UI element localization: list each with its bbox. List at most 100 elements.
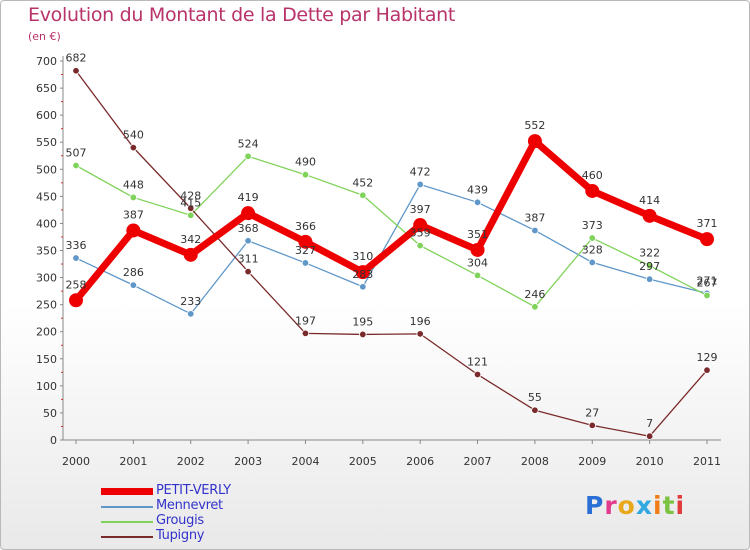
- data-point-petit-verly: [470, 242, 485, 257]
- data-point-tupigny: [359, 330, 367, 339]
- x-tick-label: 2006: [406, 455, 434, 468]
- data-label-mennevret: 283: [352, 268, 373, 281]
- x-tick-label: 2002: [177, 455, 205, 468]
- legend-label: Tupigny: [156, 528, 205, 543]
- data-label-grougis: 490: [295, 156, 316, 169]
- data-point-tupigny: [72, 67, 80, 75]
- data-label-mennevret: 233: [180, 295, 201, 308]
- legend-label: Mennevret: [156, 498, 223, 513]
- data-point-petit-verly: [527, 134, 542, 149]
- y-tick-label: 150: [36, 353, 57, 366]
- data-label-grougis: 246: [524, 288, 545, 301]
- series-line-mennevret: [75, 183, 708, 315]
- legend-swatch: [101, 506, 153, 508]
- data-point-grougis: [416, 241, 424, 250]
- data-label-petit-verly: 258: [66, 278, 87, 291]
- series-line-tupigny: [75, 70, 708, 437]
- y-tick-label: 700: [36, 55, 57, 68]
- x-tick-label: 2001: [119, 455, 147, 468]
- legend-label: Grougis: [156, 513, 204, 528]
- data-label-grougis: 359: [410, 227, 431, 240]
- data-point-grougis: [244, 152, 252, 160]
- y-tick-label: 50: [43, 407, 57, 420]
- data-label-grougis: 524: [238, 137, 259, 150]
- logo-letter: i: [653, 491, 663, 520]
- data-label-tupigny: 129: [697, 351, 718, 364]
- data-point-petit-verly: [413, 218, 428, 233]
- data-point-mennevret: [301, 259, 310, 267]
- data-point-tupigny: [531, 406, 539, 414]
- chart-title: Evolution du Montant de la Dette par Hab…: [28, 4, 456, 26]
- data-label-petit-verly: 397: [410, 203, 431, 216]
- data-label-petit-verly: 366: [295, 220, 316, 233]
- logo-letter: x: [635, 491, 653, 520]
- data-point-petit-verly: [69, 293, 83, 308]
- data-label-mennevret: 368: [238, 222, 259, 235]
- data-label-grougis: 452: [352, 176, 373, 189]
- data-label-mennevret: 328: [582, 243, 603, 256]
- data-point-mennevret: [473, 198, 482, 207]
- x-tick-label: 2008: [521, 455, 549, 468]
- data-label-tupigny: 540: [123, 129, 144, 142]
- data-point-grougis: [129, 193, 138, 202]
- proxiti-logo: Proxiti: [585, 491, 685, 520]
- data-point-mennevret: [187, 310, 195, 318]
- data-label-grougis: 322: [639, 247, 660, 260]
- x-tick-label: 2005: [349, 455, 377, 468]
- data-point-tupigny: [703, 366, 711, 374]
- data-point-tupigny: [416, 330, 424, 338]
- data-point-grougis: [301, 170, 310, 179]
- data-label-mennevret: 297: [639, 260, 660, 273]
- data-point-mennevret: [531, 226, 539, 235]
- legend-swatch: [101, 521, 153, 523]
- data-point-tupigny: [301, 329, 310, 338]
- x-tick-label: 2010: [636, 455, 664, 468]
- data-point-mennevret: [359, 283, 367, 291]
- data-point-grougis: [359, 191, 367, 199]
- data-point-grougis: [473, 271, 482, 280]
- data-label-grougis: 267: [697, 276, 718, 289]
- data-point-tupigny: [187, 204, 195, 212]
- data-label-mennevret: 327: [295, 244, 316, 257]
- data-point-petit-verly: [585, 183, 600, 198]
- y-tick-label: 350: [36, 245, 57, 258]
- data-label-tupigny: 195: [352, 315, 373, 328]
- data-label-mennevret: 439: [467, 183, 488, 196]
- data-label-mennevret: 286: [123, 266, 144, 279]
- data-label-tupigny: 197: [295, 314, 316, 327]
- data-point-mennevret: [72, 254, 80, 262]
- data-point-mennevret: [588, 258, 596, 267]
- data-label-tupigny: 311: [238, 253, 259, 266]
- data-point-tupigny: [645, 432, 654, 440]
- logo-letter: r: [604, 491, 618, 520]
- data-point-petit-verly: [355, 265, 370, 280]
- data-label-petit-verly: 387: [123, 208, 144, 221]
- data-point-petit-verly: [298, 234, 313, 249]
- data-point-petit-verly: [126, 223, 141, 238]
- data-label-petit-verly: 414: [639, 194, 660, 207]
- logo-letter: i: [675, 491, 686, 520]
- y-tick-label: 250: [36, 299, 57, 312]
- series-line-grougis: [75, 155, 708, 308]
- data-point-petit-verly: [700, 232, 714, 247]
- data-label-tupigny: 121: [467, 355, 488, 368]
- data-label-petit-verly: 552: [524, 119, 545, 132]
- data-label-petit-verly: 342: [180, 233, 201, 246]
- data-label-petit-verly: 351: [467, 228, 488, 241]
- data-label-tupigny: 682: [66, 52, 87, 65]
- data-point-mennevret: [416, 180, 424, 189]
- data-point-mennevret: [129, 281, 138, 289]
- data-label-tupigny: 27: [585, 406, 599, 419]
- logo-letter: P: [585, 491, 605, 520]
- data-label-grougis: 415: [180, 196, 201, 209]
- logo-letter: t: [662, 491, 676, 520]
- data-label-tupigny: 196: [410, 315, 431, 328]
- data-label-mennevret: 336: [66, 239, 87, 252]
- x-tick-label: 2007: [464, 455, 492, 468]
- data-label-petit-verly: 419: [238, 191, 259, 204]
- data-label-grougis: 507: [66, 146, 87, 159]
- data-point-tupigny: [244, 267, 252, 276]
- x-tick-label: 2003: [234, 455, 262, 468]
